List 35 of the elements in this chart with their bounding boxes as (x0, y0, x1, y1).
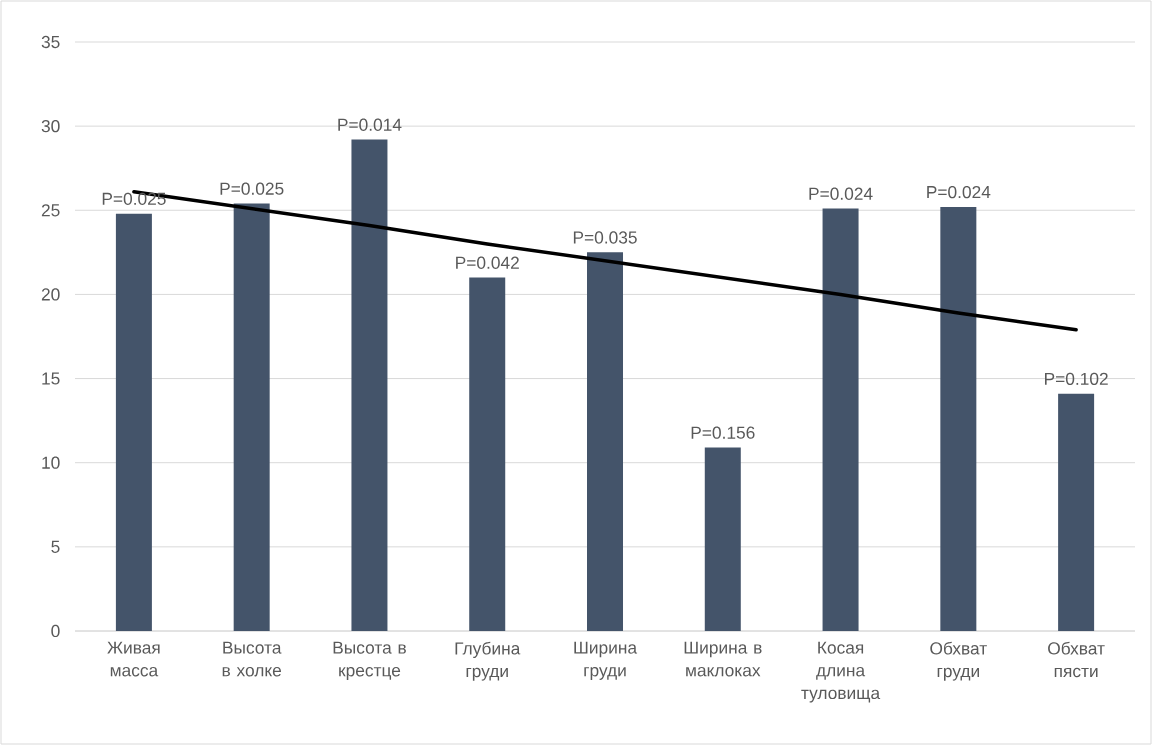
annotation: P=0.024 (809, 187, 873, 200)
bar (469, 277, 506, 631)
annotation: P=0.025 (220, 182, 284, 195)
bar (587, 252, 624, 631)
x-tick-label: Ширина груди (574, 641, 638, 680)
x-tick-label: Глубина груди (455, 641, 521, 681)
annotation: P=0.025 (102, 192, 166, 205)
annotation: P=0.035 (573, 231, 637, 244)
x-tick-label: Ширина в маклоках (684, 641, 762, 677)
annotation: P=0.042 (456, 256, 519, 269)
y-tick-label: 30 (41, 119, 60, 133)
y-tick-label: 10 (42, 456, 60, 469)
annotation: P=0.102 (1045, 372, 1108, 385)
bar (704, 447, 741, 631)
x-tick-label: Живая масса (107, 641, 160, 677)
x-tick-label: Высота в холке (222, 641, 282, 677)
y-tick-label: 0 (51, 624, 60, 638)
bar (233, 203, 270, 631)
y-tick-label: 25 (41, 204, 60, 217)
y-tick-label: 15 (42, 372, 60, 385)
bar (351, 139, 388, 631)
y-tick-label: 35 (41, 35, 60, 49)
x-tick-label: Косая длина туловища (801, 641, 881, 703)
annotation: P=0.024 (927, 185, 991, 199)
annotation: P=0.014 (338, 118, 402, 131)
bar (940, 206, 977, 631)
bar (822, 208, 859, 631)
bar (1058, 393, 1095, 631)
x-tick-label: Обхват груди (930, 641, 987, 681)
bar (115, 213, 152, 631)
x-tick-label: Обхват пясти (1048, 641, 1105, 678)
y-tick-label: 5 (51, 540, 60, 553)
annotation: P=0.156 (691, 426, 755, 439)
x-tick-label: Высота в крестце (333, 641, 406, 680)
y-tick-label: 20 (41, 288, 60, 301)
